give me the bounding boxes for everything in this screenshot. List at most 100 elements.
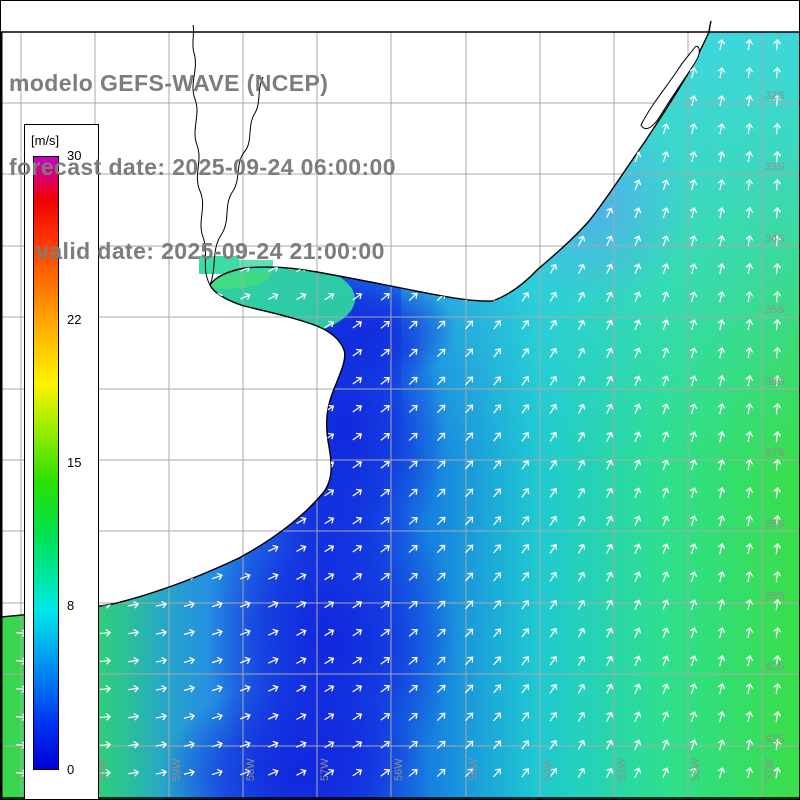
wind-arrow: [296, 740, 307, 748]
wind-arrow: [408, 376, 418, 385]
coastal-lagoon: [640, 45, 700, 130]
wind-arrow: [408, 657, 418, 665]
wind-arrow: [773, 402, 782, 415]
wind-arrow: [183, 432, 195, 441]
wind-arrow: [408, 320, 418, 329]
wind-arrow: [745, 206, 754, 219]
wind-arrow: [408, 152, 418, 162]
wind-arrow: [606, 235, 614, 246]
wind-arrow: [634, 515, 642, 527]
wind-arrow: [661, 487, 670, 499]
wind-arrow: [717, 627, 726, 639]
wind-arrow: [689, 67, 698, 79]
wind-arrow: [634, 655, 642, 666]
wind-arrow: [99, 572, 112, 581]
colorbar-tick: 15: [67, 455, 82, 470]
wind-arrow: [606, 543, 614, 554]
wind-arrow: [493, 740, 502, 750]
wind-arrow: [465, 152, 473, 162]
wind-arrow: [634, 767, 642, 778]
wind-arrow: [633, 179, 642, 191]
wind-arrow: [239, 348, 251, 356]
wind-arrow: [296, 404, 307, 413]
wind-arrow: [493, 684, 502, 694]
wind-arrow: [296, 600, 307, 608]
wind-arrow: [717, 431, 726, 443]
wind-arrow: [99, 320, 112, 329]
wind-arrow: [521, 123, 530, 134]
wind-arrow: [380, 348, 390, 357]
wind-arrow: [606, 151, 614, 162]
wind-arrow: [380, 684, 390, 693]
wind-arrow: [661, 683, 670, 695]
wind-arrow: [465, 264, 474, 274]
wind-arrow: [773, 318, 782, 331]
wind-arrow: [408, 292, 418, 301]
wind-arrow: [717, 403, 726, 415]
wind-arrow: [773, 122, 782, 135]
wind-arrow: [717, 711, 726, 723]
wind-arrow: [380, 572, 390, 581]
wind-arrow: [239, 628, 251, 637]
wind-arrow: [717, 515, 726, 527]
wind-arrow: [296, 432, 307, 441]
wind-arrow: [773, 38, 782, 51]
wind-arrow: [606, 67, 614, 79]
wind-arrow: [661, 571, 670, 583]
wind-arrow: [296, 572, 307, 581]
wind-arrow: [493, 572, 502, 582]
wind-arrow: [689, 291, 698, 303]
wind-arrow: [549, 431, 558, 442]
forecast-date: forecast date: 2025-09-24 06:00:00: [9, 154, 396, 180]
wind-arrow: [578, 95, 586, 106]
wind-arrow: [661, 655, 670, 667]
wind-arrow: [662, 739, 670, 751]
wind-arrow: [268, 516, 279, 524]
wind-arrow: [99, 656, 112, 665]
wind-arrow: [689, 543, 698, 555]
colorbar-tick: 0: [67, 762, 75, 777]
wind-arrow: [717, 262, 726, 275]
wind-arrow: [493, 600, 502, 610]
wind-arrow: [549, 123, 558, 134]
wind-arrow: [268, 404, 279, 412]
wind-arrow: [661, 207, 670, 219]
wind-arrow: [380, 432, 390, 441]
wind-arrow: [745, 766, 754, 779]
wind-arrow: [745, 178, 754, 191]
wind-arrow: [352, 376, 363, 385]
wind-arrow: [324, 684, 335, 693]
wind-arrow: [745, 318, 754, 331]
wind-arrow: [155, 348, 167, 357]
wind-arrow: [183, 404, 195, 413]
wind-arrow: [211, 768, 223, 777]
wind-arrow: [99, 712, 112, 721]
wind-arrow: [436, 628, 446, 638]
wind-arrow: [549, 711, 558, 722]
wind-arrow: [521, 431, 530, 442]
wind-arrow: [380, 460, 390, 469]
wind-arrow: [436, 320, 446, 330]
wind-arrow: [380, 740, 390, 749]
wind-arrow: [408, 572, 418, 581]
wind-arrow: [606, 207, 614, 218]
wind-arrow: [436, 516, 446, 526]
wind-arrow: [577, 599, 586, 610]
wind-arrow: [633, 207, 642, 219]
wind-arrow: [408, 40, 418, 50]
wind-arrow: [436, 236, 446, 246]
wind-arrow: [465, 208, 474, 218]
wind-arrow: [436, 656, 446, 666]
wind-arrow: [606, 403, 614, 414]
wind-arrow: [380, 656, 390, 665]
wind-arrow: [577, 767, 586, 778]
wind-arrow: [521, 179, 530, 190]
wind-arrow: [577, 711, 586, 722]
wind-arrow: [239, 684, 251, 693]
wind-arrow: [605, 767, 614, 778]
wind-arrow: [127, 628, 140, 637]
wind-arrow: [324, 768, 335, 777]
wind-arrow: [577, 207, 586, 218]
wind-arrow: [689, 683, 698, 695]
wind-arrow: [745, 94, 754, 107]
